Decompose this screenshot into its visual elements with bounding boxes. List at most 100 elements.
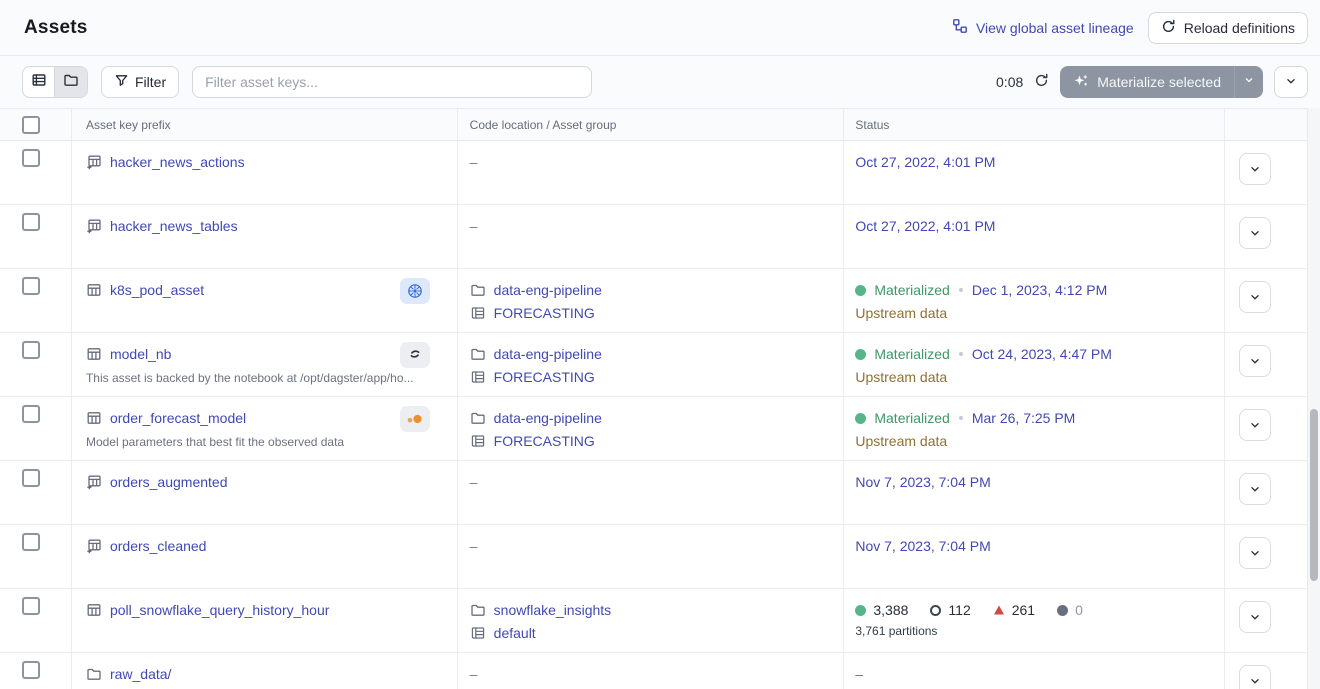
kubernetes-badge xyxy=(399,278,430,304)
materialization-timestamp[interactable]: Oct 27, 2022, 4:01 PM xyxy=(855,218,996,234)
row-expand-button[interactable] xyxy=(1239,473,1272,505)
row-checkbox[interactable] xyxy=(22,469,40,487)
materialization-timestamp[interactable]: Oct 24, 2023, 4:47 PM xyxy=(971,346,1112,362)
chevron-down-icon xyxy=(1248,418,1262,432)
asset-link[interactable]: orders_augmented xyxy=(109,474,228,490)
code-location-link[interactable]: data-eng-pipeline xyxy=(493,410,602,426)
folder-icon xyxy=(470,602,486,618)
orange-dots-badge xyxy=(399,406,430,432)
partition-dot-gray-icon xyxy=(1057,604,1069,616)
materialized-dot-icon xyxy=(855,412,867,424)
chevron-down-icon xyxy=(1248,674,1262,688)
upstream-data-note: Upstream data xyxy=(855,369,948,385)
row-expand-button[interactable] xyxy=(1239,601,1272,633)
refresh-button[interactable] xyxy=(1034,73,1049,91)
asset-link[interactable]: model_nb xyxy=(109,346,172,362)
table-icon xyxy=(86,282,102,298)
materialization-timestamp[interactable]: Mar 26, 7:25 PM xyxy=(971,410,1076,426)
reload-definitions-button[interactable]: Reload definitions xyxy=(1147,11,1308,44)
separator-dot-icon xyxy=(958,416,963,420)
page-header: Assets View global asset lineage Reload … xyxy=(0,0,1320,56)
materialize-options-caret[interactable] xyxy=(1234,66,1263,98)
materialize-selected-button[interactable]: Materialize selected xyxy=(1060,66,1234,98)
asset-group-link[interactable]: FORECASTING xyxy=(493,369,595,385)
row-checkbox[interactable] xyxy=(22,405,40,423)
asset-prefix-icon xyxy=(86,474,102,490)
row-checkbox[interactable] xyxy=(22,533,40,551)
partition-count-group: 261 xyxy=(993,602,1035,618)
folder-icon xyxy=(470,282,486,298)
row-checkbox[interactable] xyxy=(22,597,40,615)
scrollbar-thumb[interactable] xyxy=(1310,409,1318,581)
row-expand-button[interactable] xyxy=(1239,409,1272,441)
asset-table-body: hacker_news_actions – Oct 27, 2022, 4:01… xyxy=(0,141,1307,689)
row-expand-button[interactable] xyxy=(1239,217,1272,249)
row-checkbox[interactable] xyxy=(22,341,40,359)
view-global-asset-lineage-link[interactable]: View global asset lineage xyxy=(952,18,1134,37)
toolbar-more-actions-button[interactable] xyxy=(1274,66,1308,98)
code-location-link[interactable]: data-eng-pipeline xyxy=(493,346,602,362)
empty-value: – xyxy=(469,666,478,682)
row-expand-button[interactable] xyxy=(1239,665,1272,689)
chevron-down-icon xyxy=(1248,226,1262,240)
asset-link[interactable]: raw_data/ xyxy=(109,666,172,682)
materialization-status: Materialized xyxy=(874,282,950,298)
partition-count-group: 112 xyxy=(930,602,971,618)
select-all-checkbox[interactable] xyxy=(22,115,40,134)
asset-group-icon xyxy=(470,433,486,449)
asset-group-icon xyxy=(470,625,486,641)
asset-link[interactable]: hacker_news_tables xyxy=(109,218,238,234)
empty-value: – xyxy=(469,538,478,554)
asset-group-link[interactable]: FORECASTING xyxy=(493,305,595,321)
partition-dot-green-icon xyxy=(855,604,867,616)
code-location-link[interactable]: data-eng-pipeline xyxy=(493,282,602,298)
row-checkbox[interactable] xyxy=(22,661,40,679)
row-checkbox[interactable] xyxy=(22,149,40,167)
asset-group-line: default xyxy=(470,622,832,644)
asset-prefix-icon xyxy=(86,538,102,554)
row-expand-button[interactable] xyxy=(1239,345,1272,377)
materialization-timestamp[interactable]: Nov 7, 2023, 7:04 PM xyxy=(855,538,991,554)
materialize-selected-split-button: Materialize selected xyxy=(1060,66,1263,98)
materialization-timestamp[interactable]: Dec 1, 2023, 4:12 PM xyxy=(971,282,1108,298)
flat-view-toggle[interactable] xyxy=(23,67,55,97)
asset-group-link[interactable]: FORECASTING xyxy=(493,433,595,449)
column-header-asset-key: Asset key prefix xyxy=(72,109,458,140)
asset-key-filter-input[interactable] xyxy=(192,66,593,98)
asset-link[interactable]: orders_cleaned xyxy=(109,538,207,554)
separator-dot-icon xyxy=(958,288,963,292)
code-location-link[interactable]: snowflake_insights xyxy=(493,602,612,618)
partition-triangle-red-icon xyxy=(993,604,1005,616)
list-view-icon xyxy=(31,72,47,93)
materialization-timestamp[interactable]: Nov 7, 2023, 7:04 PM xyxy=(855,474,991,490)
asset-group-line: FORECASTING xyxy=(470,302,832,324)
folder-icon xyxy=(86,666,102,682)
asset-row: order_forecast_model Model parameters th… xyxy=(0,397,1307,461)
scrollbar-track[interactable] xyxy=(1308,108,1320,689)
asset-link[interactable]: poll_snowflake_query_history_hour xyxy=(109,602,330,618)
lineage-link-label: View global asset lineage xyxy=(975,19,1134,36)
folder-view-toggle[interactable] xyxy=(55,67,87,97)
row-expand-button[interactable] xyxy=(1239,281,1272,313)
row-expand-button[interactable] xyxy=(1239,153,1272,185)
asset-link[interactable]: hacker_news_actions xyxy=(109,154,245,170)
asset-row: raw_data/ – – xyxy=(0,653,1307,689)
code-location-line: data-eng-pipeline xyxy=(470,343,832,365)
code-location-line: data-eng-pipeline xyxy=(470,407,832,429)
asset-link[interactable]: order_forecast_model xyxy=(109,410,247,426)
page-title: Assets xyxy=(24,16,88,38)
filter-button[interactable]: Filter xyxy=(101,66,180,98)
asset-row: k8s_pod_asset data-eng-pipeline FORECAST… xyxy=(0,269,1307,333)
row-checkbox[interactable] xyxy=(22,277,40,295)
separator-dot-icon xyxy=(958,352,963,356)
row-expand-button[interactable] xyxy=(1239,537,1272,569)
materialization-timestamp[interactable]: Oct 27, 2022, 4:01 PM xyxy=(855,154,996,170)
asset-group-link[interactable]: default xyxy=(493,625,536,641)
materialization-status: Materialized xyxy=(874,410,950,426)
chevron-down-icon xyxy=(1248,290,1262,304)
table-icon xyxy=(86,410,102,426)
asset-link[interactable]: k8s_pod_asset xyxy=(109,282,205,298)
asset-group-line: FORECASTING xyxy=(470,430,832,452)
row-checkbox[interactable] xyxy=(22,213,40,231)
